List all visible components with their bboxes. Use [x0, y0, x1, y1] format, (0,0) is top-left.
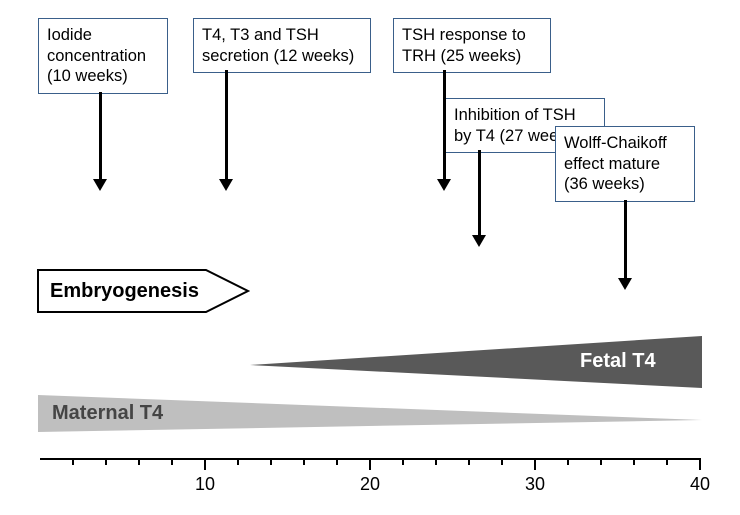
axis-tick-minor — [468, 458, 470, 465]
milestone-text: concentration — [47, 46, 159, 67]
milestone-box-iodide: Iodide concentration (10 weeks) — [38, 18, 168, 94]
milestone-text: secretion (12 weeks) — [202, 46, 362, 67]
axis-tick-minor — [567, 458, 569, 465]
axis-tick-minor — [105, 458, 107, 465]
axis-tick-minor — [435, 458, 437, 465]
milestone-text: effect mature — [564, 154, 686, 175]
arrow-line — [478, 150, 481, 237]
milestone-text: TRH (25 weeks) — [402, 46, 542, 67]
fetal-t4-label: Fetal T4 — [580, 350, 656, 373]
axis-tick-minor — [72, 458, 74, 465]
arrow-line — [624, 200, 627, 280]
axis-tick-minor — [633, 458, 635, 465]
timeline-diagram: { "layout": { "width": 740, "height": 51… — [0, 0, 740, 515]
arrow-line — [99, 92, 102, 181]
arrow-head-icon — [618, 278, 632, 290]
arrow-line — [443, 70, 446, 181]
milestone-text: (10 weeks) — [47, 66, 159, 87]
axis-tick-major — [204, 458, 206, 470]
axis-tick-minor — [600, 458, 602, 465]
arrow-head-icon — [437, 179, 451, 191]
milestone-text: Wolff-Chaikoff — [564, 133, 686, 154]
arrow-head-icon — [219, 179, 233, 191]
milestone-text: Inhibition of TSH — [454, 105, 596, 126]
arrow-line — [225, 70, 228, 181]
milestone-text: (36 weeks) — [564, 174, 686, 195]
milestone-text: TSH response to — [402, 25, 542, 46]
axis-tick-label: 30 — [525, 474, 545, 495]
milestone-text: Iodide — [47, 25, 159, 46]
maternal-t4-label: Maternal T4 — [52, 402, 163, 425]
axis-tick-label: 10 — [195, 474, 215, 495]
axis-tick-minor — [237, 458, 239, 465]
milestone-box-wolff: Wolff-Chaikoff effect mature (36 weeks) — [555, 126, 695, 202]
axis-tick-minor — [336, 458, 338, 465]
axis-tick-minor — [501, 458, 503, 465]
axis-tick-minor — [303, 458, 305, 465]
milestone-box-t4t3tsh: T4, T3 and TSH secretion (12 weeks) — [193, 18, 371, 73]
axis-tick-minor — [270, 458, 272, 465]
milestone-text: T4, T3 and TSH — [202, 25, 362, 46]
axis-tick-minor — [666, 458, 668, 465]
axis-tick-major — [699, 458, 701, 470]
axis-tick-label: 40 — [690, 474, 710, 495]
axis-tick-minor — [402, 458, 404, 465]
arrow-head-icon — [93, 179, 107, 191]
milestone-box-tsh-trh: TSH response to TRH (25 weeks) — [393, 18, 551, 73]
axis-tick-minor — [171, 458, 173, 465]
arrow-head-icon — [472, 235, 486, 247]
axis-tick-major — [534, 458, 536, 470]
axis-tick-label: 20 — [360, 474, 380, 495]
axis-tick-major — [369, 458, 371, 470]
embryogenesis-label: Embryogenesis — [50, 280, 199, 303]
axis-tick-minor — [138, 458, 140, 465]
